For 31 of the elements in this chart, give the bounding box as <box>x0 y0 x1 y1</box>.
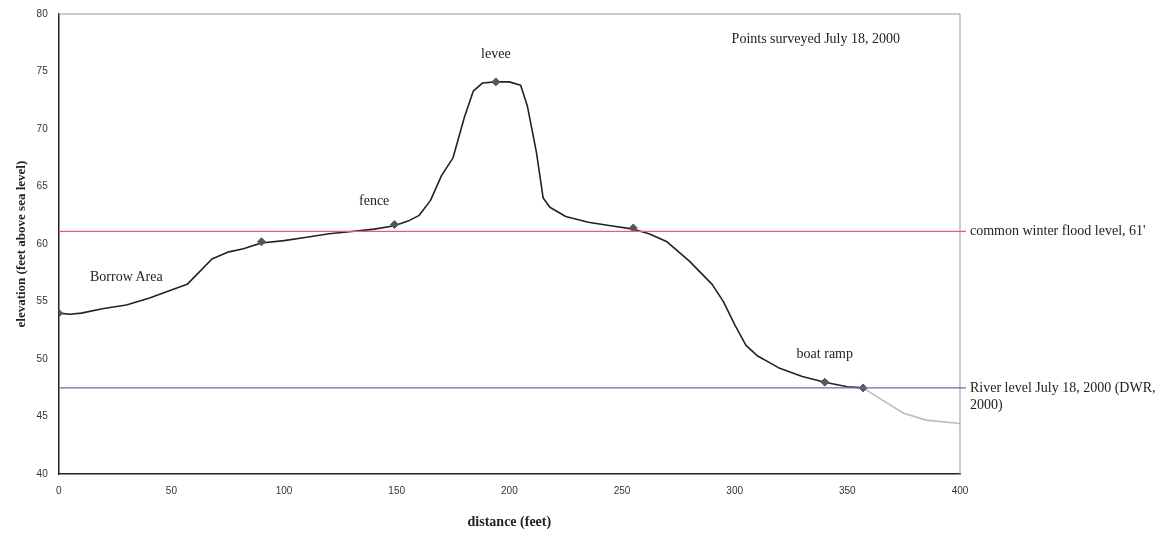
y-axis-title: elevation (feet above sea level) <box>13 160 29 328</box>
annotation: Points surveyed July 18, 2000 <box>731 30 900 46</box>
y-tick-label: 45 <box>36 410 49 422</box>
point <box>389 220 399 230</box>
ref-line-label: River level July 18, 2000 (DWR, 2000) <box>970 379 1156 413</box>
x-tick-label: 150 <box>388 484 406 496</box>
point <box>257 237 267 247</box>
y-tick-label: 80 <box>36 7 49 19</box>
y-tick-label: 65 <box>36 180 49 192</box>
point <box>491 77 501 87</box>
annotation: levee <box>481 45 511 61</box>
y-tick-label: 50 <box>36 352 49 364</box>
annotation: Borrow Area <box>89 268 164 284</box>
x-tick-label: 200 <box>501 484 519 496</box>
point <box>820 377 830 387</box>
x-tick-label: 100 <box>275 484 293 496</box>
x-tick-label: 0 <box>55 484 62 496</box>
x-axis-title: distance (feet) <box>467 514 552 531</box>
x-tick-label: 300 <box>726 484 744 496</box>
annotation: boat ramp <box>796 345 853 361</box>
x-tick-label: 400 <box>951 484 969 496</box>
x-tick-label: 250 <box>613 484 631 496</box>
y-tick-label: 55 <box>36 295 49 307</box>
y-tick-label: 70 <box>36 122 49 134</box>
ref-line-label: common winter flood level, 61' <box>970 223 1146 239</box>
x-tick-label: 50 <box>165 484 178 496</box>
annotation: fence <box>359 192 390 208</box>
y-tick-label: 40 <box>36 467 49 479</box>
y-tick-label: 75 <box>36 65 49 77</box>
x-tick-label: 350 <box>839 484 857 496</box>
y-tick-label: 60 <box>36 237 49 249</box>
